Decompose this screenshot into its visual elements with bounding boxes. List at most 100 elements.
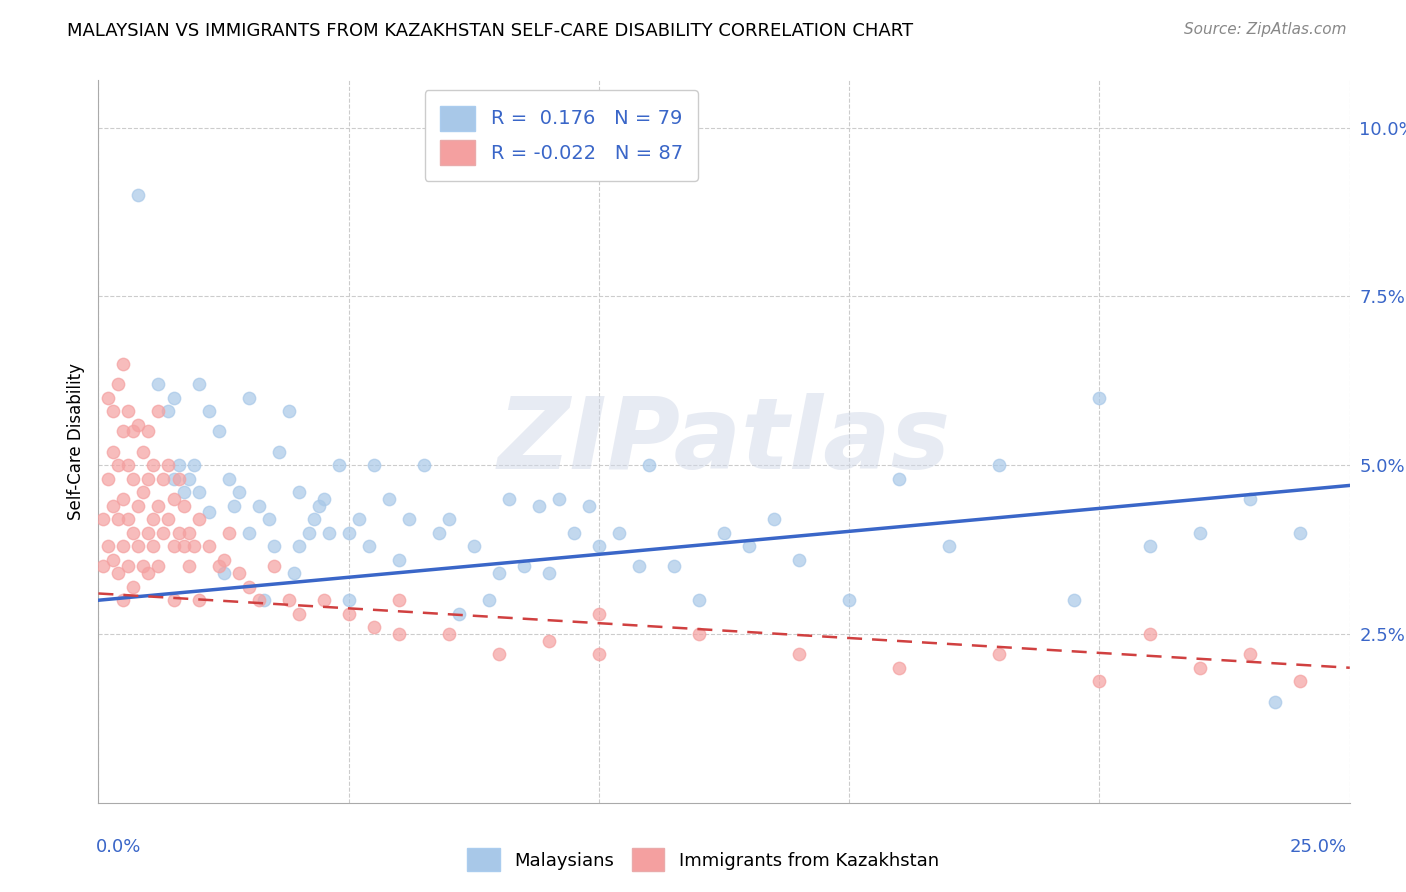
- Point: [117, 512, 139, 526]
- Point: [388, 627, 411, 641]
- Point: [247, 593, 270, 607]
- Point: [363, 620, 385, 634]
- Text: 0.0%: 0.0%: [96, 838, 141, 856]
- Point: [938, 539, 960, 553]
- Point: [287, 539, 309, 553]
- Point: [138, 525, 160, 540]
- Point: [177, 525, 200, 540]
- Point: [167, 525, 190, 540]
- Point: [112, 425, 135, 439]
- Point: [1139, 539, 1161, 553]
- Point: [173, 499, 195, 513]
- Point: [187, 377, 209, 392]
- Point: [488, 566, 510, 581]
- Point: [103, 552, 125, 566]
- Point: [187, 593, 209, 607]
- Point: [187, 512, 209, 526]
- Legend: R =  0.176   N = 79, R = -0.022   N = 87: R = 0.176 N = 79, R = -0.022 N = 87: [425, 90, 699, 181]
- Point: [312, 491, 335, 506]
- Point: [427, 525, 450, 540]
- Point: [337, 593, 360, 607]
- Point: [838, 593, 860, 607]
- Legend: Malaysians, Immigrants from Kazakhstan: Malaysians, Immigrants from Kazakhstan: [460, 841, 946, 879]
- Point: [488, 647, 510, 661]
- Point: [122, 425, 145, 439]
- Y-axis label: Self-Care Disability: Self-Care Disability: [66, 363, 84, 520]
- Point: [437, 512, 460, 526]
- Point: [1288, 525, 1310, 540]
- Point: [1063, 593, 1085, 607]
- Point: [388, 552, 411, 566]
- Point: [1264, 694, 1286, 708]
- Point: [152, 472, 174, 486]
- Point: [132, 485, 155, 500]
- Point: [167, 458, 190, 472]
- Point: [287, 607, 309, 621]
- Point: [1288, 674, 1310, 689]
- Text: ZIPatlas: ZIPatlas: [498, 393, 950, 490]
- Point: [197, 404, 219, 418]
- Point: [302, 512, 325, 526]
- Point: [127, 417, 149, 432]
- Point: [222, 499, 245, 513]
- Point: [578, 499, 600, 513]
- Point: [207, 425, 229, 439]
- Point: [298, 525, 321, 540]
- Point: [93, 559, 115, 574]
- Point: [1239, 647, 1261, 661]
- Point: [1139, 627, 1161, 641]
- Point: [112, 539, 135, 553]
- Point: [122, 580, 145, 594]
- Point: [157, 404, 180, 418]
- Point: [148, 559, 170, 574]
- Point: [588, 539, 610, 553]
- Point: [132, 559, 155, 574]
- Point: [412, 458, 434, 472]
- Point: [988, 458, 1011, 472]
- Point: [1088, 674, 1111, 689]
- Point: [97, 539, 120, 553]
- Point: [738, 539, 761, 553]
- Point: [588, 607, 610, 621]
- Point: [162, 391, 184, 405]
- Point: [283, 566, 305, 581]
- Point: [138, 425, 160, 439]
- Point: [212, 552, 235, 566]
- Point: [103, 444, 125, 458]
- Point: [787, 647, 810, 661]
- Point: [173, 539, 195, 553]
- Point: [138, 472, 160, 486]
- Point: [238, 391, 260, 405]
- Point: [228, 485, 250, 500]
- Point: [263, 559, 285, 574]
- Point: [183, 458, 205, 472]
- Point: [688, 627, 710, 641]
- Point: [252, 593, 274, 607]
- Point: [763, 512, 786, 526]
- Point: [787, 552, 810, 566]
- Point: [537, 566, 560, 581]
- Point: [267, 444, 290, 458]
- Point: [1088, 391, 1111, 405]
- Point: [318, 525, 340, 540]
- Point: [478, 593, 501, 607]
- Point: [277, 404, 299, 418]
- Point: [97, 472, 120, 486]
- Point: [148, 404, 170, 418]
- Point: [1188, 525, 1211, 540]
- Point: [257, 512, 280, 526]
- Point: [363, 458, 385, 472]
- Point: [107, 377, 129, 392]
- Point: [142, 458, 165, 472]
- Point: [988, 647, 1011, 661]
- Point: [638, 458, 661, 472]
- Text: MALAYSIAN VS IMMIGRANTS FROM KAZAKHSTAN SELF-CARE DISABILITY CORRELATION CHART: MALAYSIAN VS IMMIGRANTS FROM KAZAKHSTAN …: [67, 22, 914, 40]
- Point: [357, 539, 380, 553]
- Point: [162, 539, 184, 553]
- Point: [148, 377, 170, 392]
- Point: [127, 539, 149, 553]
- Point: [218, 472, 240, 486]
- Point: [337, 607, 360, 621]
- Point: [347, 512, 370, 526]
- Point: [142, 512, 165, 526]
